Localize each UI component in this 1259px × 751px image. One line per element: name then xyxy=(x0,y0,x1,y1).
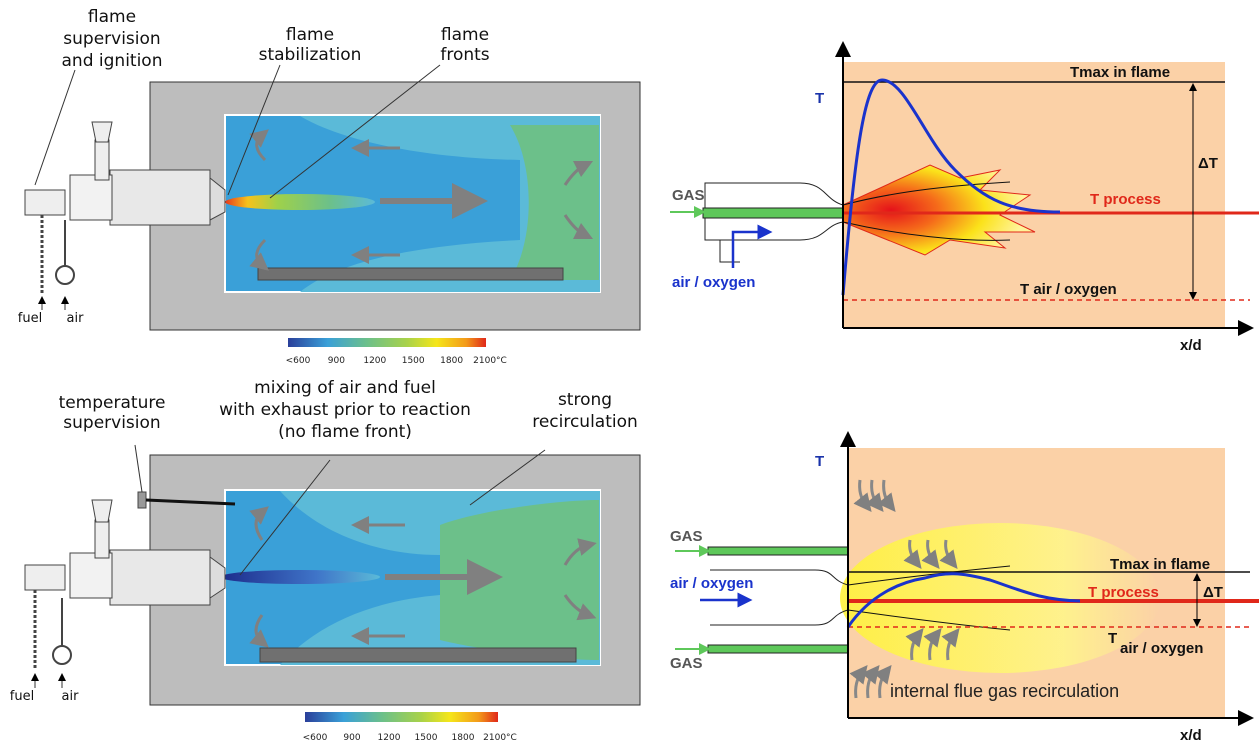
color-scale xyxy=(288,338,486,347)
gas-pipe xyxy=(708,645,848,653)
annotation: flame xyxy=(286,25,334,45)
gas-pipe xyxy=(708,547,848,555)
annotation: with exhaust prior to reaction xyxy=(219,400,471,420)
scale-label: 900 xyxy=(343,733,360,743)
label-tprocess: T process xyxy=(1090,191,1161,208)
valve xyxy=(25,190,65,215)
label-delta: ΔT xyxy=(1203,584,1223,601)
label-air: air / oxygen xyxy=(670,575,753,592)
scale-label: <600 xyxy=(286,356,311,366)
scale-label: 1500 xyxy=(415,733,438,743)
scale-label: 1500 xyxy=(402,356,425,366)
pipe xyxy=(95,520,109,558)
scale-label: 900 xyxy=(328,356,345,366)
label-air: air xyxy=(67,311,85,326)
label-tmax: Tmax in flame xyxy=(1110,556,1210,573)
scale-label: 2100°C xyxy=(483,733,517,743)
leader xyxy=(135,445,142,492)
air-fan xyxy=(56,266,74,284)
label-tprocess: T process xyxy=(1088,584,1159,601)
pipe xyxy=(95,140,109,180)
burner-body xyxy=(110,550,210,605)
axis-label: x/d xyxy=(1180,727,1202,744)
annotation: mixing of air and fuel xyxy=(254,378,436,398)
annotation: (no flame front) xyxy=(278,422,412,442)
axis-label: T xyxy=(815,453,824,470)
label-gas: GAS xyxy=(670,655,703,672)
annotation: supervision xyxy=(63,413,160,433)
valve xyxy=(25,565,65,590)
gas-pipe xyxy=(703,208,843,218)
burner-body xyxy=(110,170,210,225)
burner-head xyxy=(70,553,112,598)
top-profile: T x/d GAS air / oxygen Tmax in flame T p… xyxy=(670,45,1259,354)
leader xyxy=(35,70,75,185)
diagram: flame supervision and ignition flame sta… xyxy=(0,0,1259,751)
label-tair: T xyxy=(1108,630,1117,647)
label-delta: ΔT xyxy=(1198,155,1218,172)
color-scale xyxy=(305,712,498,722)
pipe xyxy=(92,122,112,142)
annotation: strong xyxy=(558,390,612,410)
scale-label: <600 xyxy=(303,733,328,743)
annotation: flame xyxy=(88,7,136,27)
air-fan xyxy=(53,646,71,664)
axis-label: x/d xyxy=(1180,337,1202,354)
scale-label: 1800 xyxy=(452,733,475,743)
scale-label: 2100°C xyxy=(473,356,507,366)
scale-labels: <600 900 1200 1500 1800 2100°C xyxy=(303,733,517,743)
air-pipe xyxy=(720,240,740,262)
bottom-burner: temperature supervision mixing of air an… xyxy=(10,378,640,743)
annotation: supervision xyxy=(63,29,160,49)
label-fuel: fuel xyxy=(10,689,34,704)
annotation: fronts xyxy=(440,45,489,65)
scale-label: 1200 xyxy=(378,733,401,743)
label-gas: GAS xyxy=(672,187,705,204)
label-fuel: fuel xyxy=(18,311,42,326)
annotation: recirculation xyxy=(532,412,638,432)
annotation: and ignition xyxy=(62,51,163,71)
top-burner: flame supervision and ignition flame sta… xyxy=(18,7,640,366)
hearth xyxy=(258,268,563,280)
scale-labels: <600 900 1200 1500 1800 2100°C xyxy=(286,356,507,366)
flame xyxy=(225,194,375,210)
annotation: stabilization xyxy=(259,45,362,65)
label-recirculation: internal flue gas recirculation xyxy=(890,681,1119,701)
scale-label: 1800 xyxy=(440,356,463,366)
label-tair: air / oxygen xyxy=(1120,640,1203,657)
label-air: air / oxygen xyxy=(672,274,755,291)
flame xyxy=(220,570,380,584)
label-tmax: Tmax in flame xyxy=(1070,64,1170,81)
label-tair: T air / oxygen xyxy=(1020,281,1117,298)
burner-head xyxy=(70,175,112,220)
label-air: air xyxy=(62,689,80,704)
axis-label: T xyxy=(815,90,824,107)
scale-label: 1200 xyxy=(363,356,386,366)
bottom-profile: T x/d GAS GAS air / oxygen Tmax in flame… xyxy=(670,435,1259,744)
hearth xyxy=(260,648,576,662)
annotation: flame xyxy=(441,25,489,45)
pipe xyxy=(92,500,112,522)
sensor xyxy=(138,492,146,508)
label-gas: GAS xyxy=(670,528,703,545)
annotation: temperature xyxy=(59,393,166,413)
